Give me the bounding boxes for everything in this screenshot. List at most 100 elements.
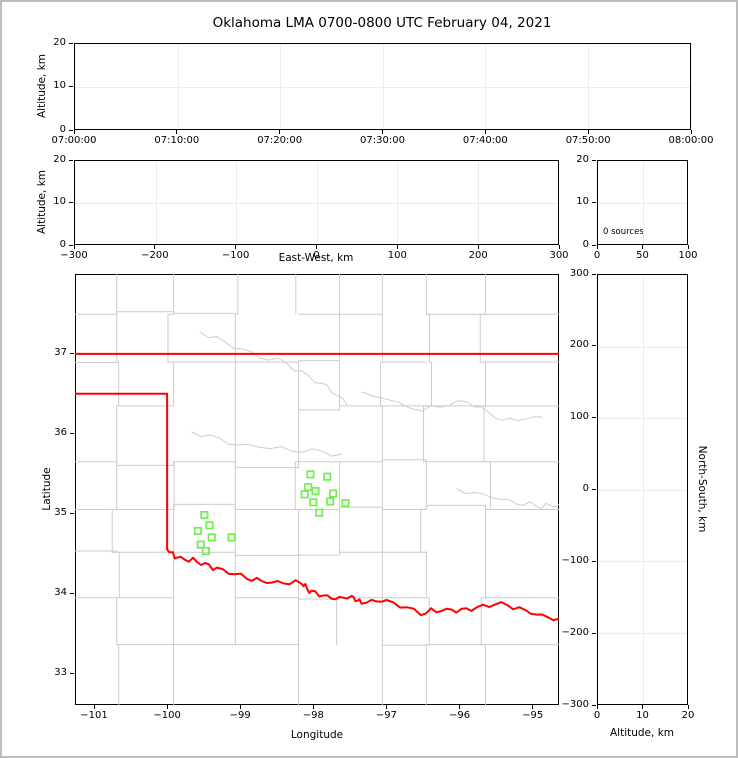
lma-source-marker (341, 499, 350, 508)
y-tick-mark (592, 632, 596, 634)
x-tick-label: −98 (302, 710, 324, 721)
y-tick-mark (69, 159, 73, 161)
x-tick-mark (558, 245, 560, 249)
oklahoma-state-border (75, 352, 559, 622)
lma-source-marker (311, 487, 320, 496)
x-tick-mark (239, 705, 241, 709)
map-canvas[interactable] (75, 274, 559, 705)
x-tick-label: −300 (60, 250, 88, 261)
y-tick-label: −300 (561, 698, 589, 710)
source-count-annotation: 0 sources (603, 227, 644, 237)
y-tick-label: 36 (54, 427, 67, 439)
x-tick-mark (484, 130, 486, 134)
x-tick-mark (587, 130, 589, 134)
y-tick-label: −200 (561, 626, 589, 638)
x-tick-mark (73, 130, 75, 134)
x-tick-label: 0 (593, 250, 601, 261)
y-tick-label: 0 (59, 123, 66, 135)
x-tick-label: 08:00:00 (668, 135, 714, 146)
x-tick-mark (235, 245, 237, 249)
x-tick-label: −100 (221, 250, 250, 261)
lma-source-markers (193, 470, 350, 556)
map-ylabel: Latitude (41, 467, 53, 511)
x-tick-label: 100 (678, 250, 698, 261)
y-tick-mark (70, 512, 74, 514)
lma-source-marker (205, 521, 214, 530)
x-tick-label: −200 (141, 250, 169, 261)
y-tick-mark (69, 129, 73, 131)
time-altitude-panel[interactable] (74, 43, 691, 130)
x-tick-mark (642, 245, 643, 249)
x-tick-mark (73, 245, 75, 249)
y-gridline (598, 561, 687, 562)
x-tick-label: 07:50:00 (565, 135, 611, 146)
y-tick-label: 0 (59, 238, 66, 250)
y-tick-label: 200 (569, 339, 589, 351)
y-gridline (75, 202, 558, 204)
y-tick-label: 0 (582, 238, 589, 250)
x-tick-label: 0 (313, 250, 320, 261)
x-tick-label: 07:10:00 (154, 135, 200, 146)
x-tick-label: −100 (153, 710, 181, 721)
x-tick-mark (642, 705, 643, 709)
lma-source-marker (193, 526, 202, 536)
x-tick-label: 07:40:00 (462, 135, 508, 146)
x-tick-label: −101 (80, 710, 108, 721)
y-tick-mark (70, 672, 74, 674)
x-tick-mark (596, 245, 598, 249)
y-tick-mark (592, 273, 596, 275)
ns-panel-xlabel: Altitude, km (609, 727, 674, 739)
altitude-histogram-panel[interactable]: 0 sources (597, 160, 688, 245)
y-tick-label: 20 (53, 153, 66, 165)
x-tick-mark (459, 705, 461, 709)
lma-source-marker (227, 533, 236, 542)
x-tick-label: 50 (636, 250, 649, 261)
x-tick-label: 10 (636, 710, 649, 721)
y-tick-mark (70, 592, 74, 594)
lma-source-marker (329, 489, 338, 498)
y-tick-label: 37 (54, 347, 67, 359)
y-tick-label: 10 (576, 196, 589, 207)
x-tick-mark (176, 130, 178, 134)
y-tick-label: 10 (53, 80, 66, 91)
lma-source-marker (315, 508, 324, 517)
y-tick-mark (592, 560, 596, 562)
plan-view-map-panel[interactable] (75, 274, 559, 705)
east-west-altitude-panel[interactable] (74, 160, 559, 245)
y-tick-mark (592, 489, 596, 490)
y-gridline (75, 86, 690, 88)
y-tick-label: 34 (54, 586, 67, 598)
y-gridline (598, 346, 687, 348)
county-boundary-lines (75, 274, 559, 705)
x-tick-label: 200 (468, 250, 488, 261)
x-tick-mark (279, 130, 281, 134)
lma-source-marker (326, 497, 335, 506)
lma-source-marker (200, 510, 209, 520)
x-tick-mark (385, 705, 387, 709)
x-tick-label: 20 (681, 710, 695, 721)
x-tick-label: 0 (593, 710, 601, 721)
x-tick-label: −99 (229, 710, 251, 721)
y-tick-label: 20 (53, 36, 66, 48)
lma-source-marker (309, 498, 318, 507)
x-tick-label: 100 (387, 250, 407, 261)
y-tick-mark (70, 433, 74, 435)
x-tick-label: 07:00:00 (51, 135, 97, 146)
x-tick-label: 07:30:00 (360, 135, 405, 146)
ew-panel-xlabel: East-West, km (278, 252, 354, 264)
y-tick-mark (592, 159, 596, 161)
y-gridline (598, 632, 687, 634)
y-tick-mark (69, 244, 73, 246)
y-tick-label: 35 (54, 506, 67, 518)
ns-panel-right-ylabel: North-South, km (696, 445, 708, 533)
north-south-altitude-panel[interactable] (597, 274, 688, 705)
x-tick-mark (532, 705, 534, 709)
x-tick-mark (312, 705, 314, 709)
lma-source-marker (323, 472, 332, 481)
y-gridline (598, 489, 687, 491)
x-tick-mark (477, 245, 479, 249)
y-tick-label: 33 (54, 666, 67, 678)
lma-source-marker (306, 470, 315, 479)
x-tick-mark (596, 705, 598, 709)
